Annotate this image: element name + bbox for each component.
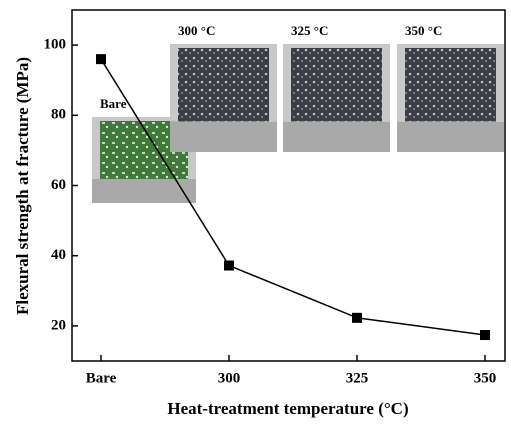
chart: Heat-treatment temperature (°C) Flexural… <box>0 0 511 424</box>
photo-ruler <box>92 179 196 203</box>
y-tick-label: 60 <box>51 177 66 193</box>
marker <box>96 54 106 64</box>
y-axis-label: Flexural strength at fracture (MPa) <box>13 57 32 315</box>
inset-label: 325 °C <box>291 23 328 38</box>
inset-label: 300 °C <box>178 23 215 38</box>
photo-ruler <box>170 122 277 152</box>
inset-label: Bare <box>100 96 127 111</box>
photo-sample <box>178 48 269 121</box>
y-tick-label: 40 <box>51 247 66 263</box>
photo-sample <box>405 48 496 121</box>
x-axis-label: Heat-treatment temperature (°C) <box>167 399 408 418</box>
photo-sample <box>291 48 382 121</box>
x-tick-label: 350 <box>474 370 497 386</box>
x-tick-label: 300 <box>218 370 241 386</box>
photo-ruler <box>283 122 390 152</box>
y-tick-label: 20 <box>51 317 66 333</box>
inset-label: 350 °C <box>405 23 442 38</box>
x-tick-label: 325 <box>346 370 369 386</box>
x-tick-label: Bare <box>86 370 117 386</box>
marker <box>224 261 234 271</box>
y-tick-label: 80 <box>51 107 66 123</box>
photo-ruler <box>397 122 504 152</box>
marker <box>352 313 362 323</box>
marker <box>480 330 490 340</box>
y-tick-label: 100 <box>44 37 67 53</box>
